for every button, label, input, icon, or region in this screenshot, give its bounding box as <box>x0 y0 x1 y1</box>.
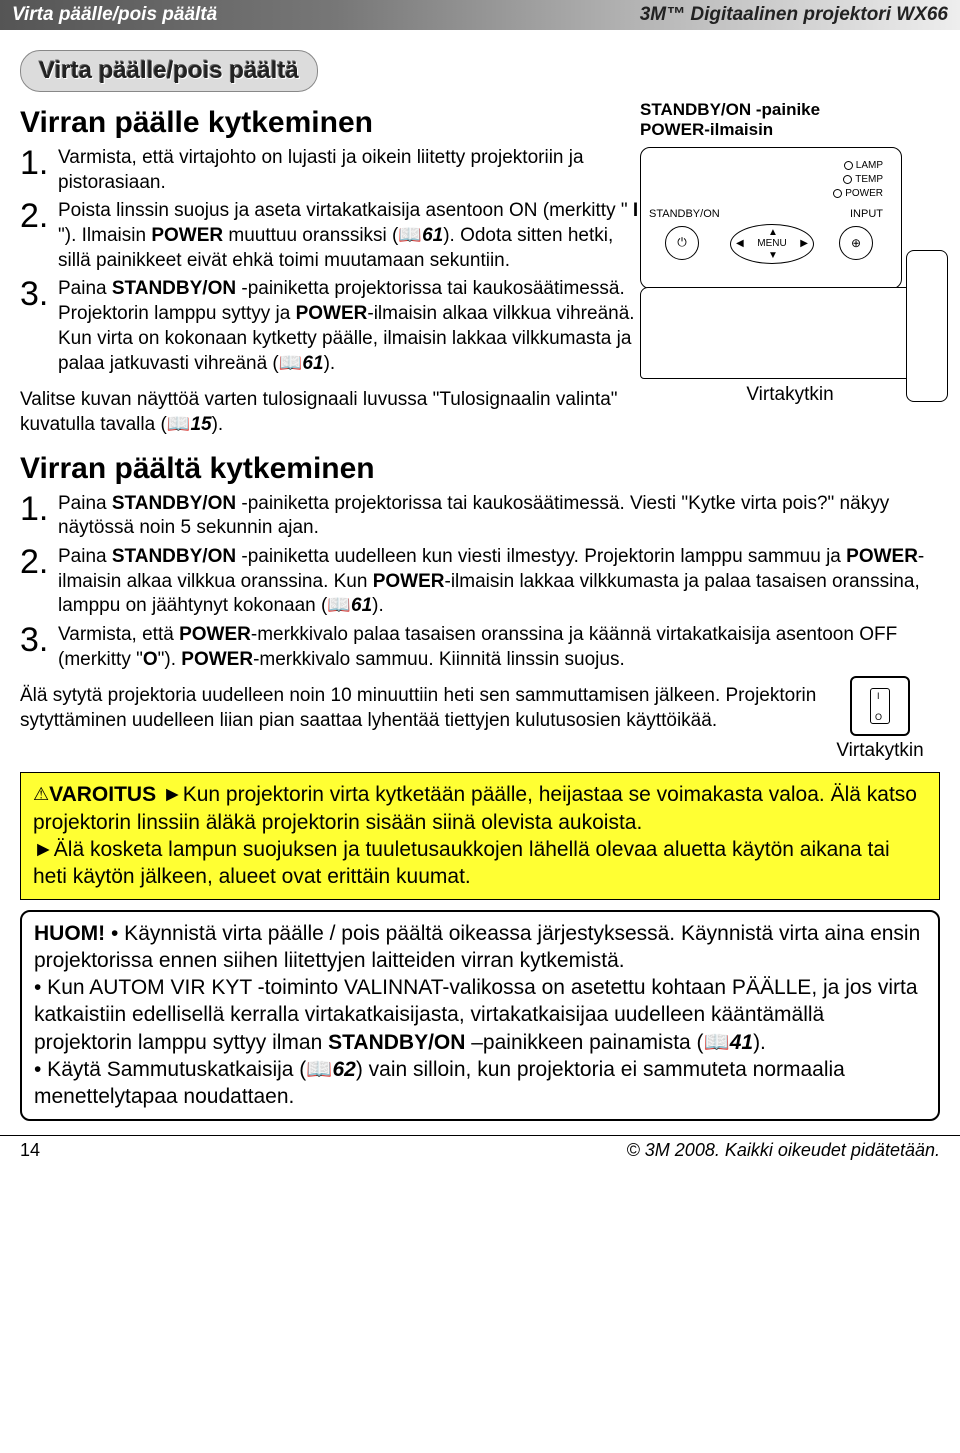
power-off-steps: 1. Paina STANDBY/ON -painiketta projekto… <box>20 492 940 673</box>
book-icon: 📖 <box>327 595 351 616</box>
step-num: 2. <box>20 199 52 273</box>
warning-label: VAROITUS <box>49 783 156 806</box>
footer: 14 © 3M 2008. Kaikki oikeudet pidätetään… <box>0 1135 960 1171</box>
step-num: 3. <box>20 623 52 672</box>
switch-caption: Virtakytkin <box>820 740 940 762</box>
warning-p2: ►Älä kosketa lampun suojuksen ja tuuletu… <box>33 838 890 888</box>
input-label: INPUT <box>850 208 883 220</box>
warning-p1: ►Kun projektorin virta kytketään päälle,… <box>33 783 917 833</box>
diagram-caption: Virtakytkin <box>640 384 940 406</box>
section-pill: Virta päälle/pois päältä <box>20 50 318 92</box>
menu-dpad: ▲ ▼ ◀ ▶ MENU <box>730 224 814 264</box>
step-text: Paina STANDBY/ON -painiketta projektoris… <box>58 277 640 376</box>
book-icon: 📖 <box>279 353 303 374</box>
header-left: Virta päälle/pois päältä <box>12 4 217 26</box>
book-icon: 📖 <box>398 225 422 246</box>
note-box: HUOM! • Käynnistä virta päälle / pois pä… <box>20 910 940 1121</box>
step-num: 3. <box>20 277 52 376</box>
step-text: Varmista, että virtajohto on lujasti ja … <box>58 146 640 195</box>
note-label: HUOM! <box>34 922 105 945</box>
step-text: Paina STANDBY/ON -painiketta uudelleen k… <box>58 545 940 619</box>
power-switch-illustration: I O <box>850 676 910 736</box>
heading-power-off: Virran päältä kytkeminen <box>20 452 940 486</box>
page-number: 14 <box>20 1140 40 1161</box>
power-indicator: POWER <box>833 188 883 199</box>
temp-indicator: TEMP <box>843 174 883 185</box>
standby-button-icon: ⏻ <box>665 226 699 260</box>
projector-body-illustration <box>640 287 922 379</box>
step-text: Varmista, että POWER-merkkivalo palaa ta… <box>58 623 940 672</box>
heading-power-on: Virran päälle kytkeminen <box>20 106 640 140</box>
warning-box: ⚠VAROITUS ►Kun projektorin virta kytketä… <box>20 772 940 899</box>
header-bar: Virta päälle/pois päältä 3M™ Digitaaline… <box>0 0 960 30</box>
step-num: 2. <box>20 545 52 619</box>
step-num: 1. <box>20 492 52 541</box>
step-num: 1. <box>20 146 52 195</box>
header-right: 3M™ Digitaalinen projektori WX66 <box>640 4 948 26</box>
book-icon: 📖 <box>704 1031 730 1054</box>
copyright: © 3M 2008. Kaikki oikeudet pidätetään. <box>627 1140 940 1161</box>
diagram-title: STANDBY/ON -painike POWER-ilmaisin <box>640 100 940 141</box>
warning-icon: ⚠ <box>33 784 49 804</box>
input-button-icon: ⊕ <box>839 226 873 260</box>
note-p3: • Käytä Sammutuskatkaisija (📖62) vain si… <box>34 1058 845 1108</box>
projector-top-panel: LAMP TEMP POWER STANDBY/ON INPUT ⏻ ⊕ ▲ ▼… <box>640 147 902 289</box>
step-text: Paina STANDBY/ON -painiketta projektoris… <box>58 492 940 541</box>
step-text: Poista linssin suojus ja aseta virtakatk… <box>58 199 640 273</box>
lamp-indicator: LAMP <box>844 160 883 171</box>
note-p2: • Kun AUTOM VIR KYT -toiminto VALINNAT-v… <box>34 976 918 1054</box>
power-off-after: Älä sytytä projektoria uudelleen noin 10… <box>20 684 820 733</box>
power-on-steps: 1. Varmista, että virtajohto on lujasti … <box>20 146 640 376</box>
remote-illustration <box>906 250 948 402</box>
standby-label: STANDBY/ON <box>649 208 720 220</box>
note-p1: • Käynnistä virta päälle / pois päältä o… <box>34 922 920 972</box>
book-icon: 📖 <box>167 414 191 435</box>
book-icon: 📖 <box>306 1058 332 1081</box>
power-on-after: Valitse kuvan näyttöä varten tulosignaal… <box>20 388 640 437</box>
